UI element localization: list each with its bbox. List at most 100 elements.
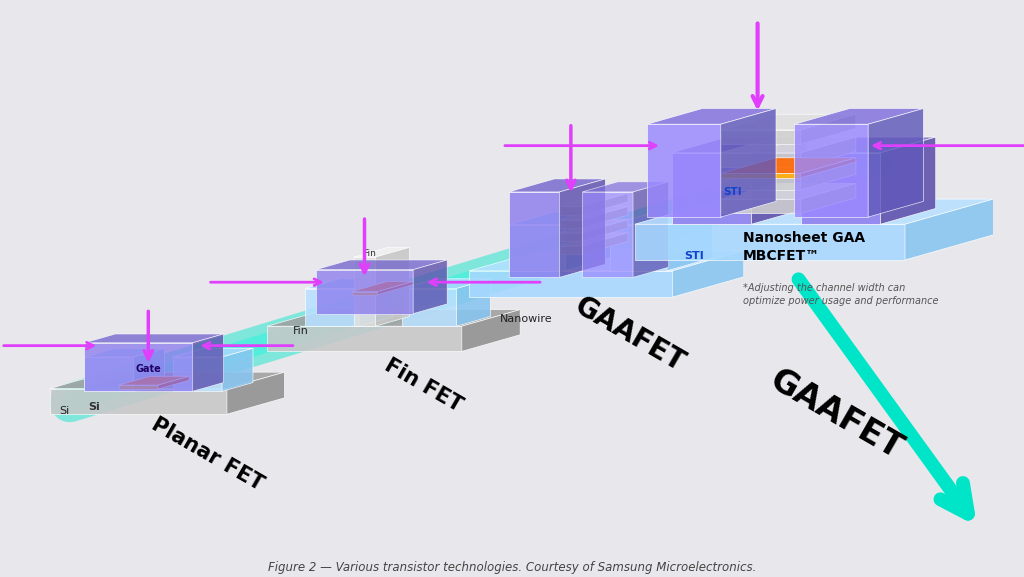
Polygon shape: [84, 349, 165, 357]
Text: Fin: Fin: [364, 249, 377, 258]
Polygon shape: [559, 219, 583, 228]
Polygon shape: [559, 233, 628, 246]
Polygon shape: [565, 212, 611, 271]
Polygon shape: [305, 279, 393, 288]
Polygon shape: [647, 124, 721, 217]
Text: STI: STI: [724, 187, 742, 197]
Polygon shape: [193, 334, 223, 391]
Polygon shape: [376, 248, 410, 326]
Polygon shape: [457, 279, 490, 326]
Polygon shape: [672, 137, 807, 153]
Polygon shape: [227, 372, 285, 414]
Polygon shape: [583, 193, 628, 215]
Polygon shape: [801, 160, 856, 190]
Polygon shape: [158, 376, 189, 389]
Polygon shape: [583, 220, 628, 241]
Polygon shape: [84, 343, 193, 391]
Polygon shape: [721, 137, 856, 153]
Polygon shape: [721, 199, 801, 213]
Polygon shape: [610, 212, 713, 225]
Polygon shape: [119, 385, 158, 389]
Text: Gate: Gate: [135, 364, 161, 373]
Polygon shape: [222, 349, 253, 391]
Polygon shape: [559, 207, 628, 219]
Polygon shape: [119, 376, 189, 385]
Text: *Adjusting the channel width can
optimize power usage and performance: *Adjusting the channel width can optimiz…: [742, 283, 938, 306]
Polygon shape: [351, 282, 414, 291]
Polygon shape: [267, 310, 520, 326]
Polygon shape: [667, 212, 713, 271]
Text: Si: Si: [88, 402, 100, 413]
Polygon shape: [721, 130, 801, 144]
Text: Fin: Fin: [293, 325, 308, 336]
Polygon shape: [305, 288, 359, 326]
Polygon shape: [84, 357, 133, 391]
Polygon shape: [721, 160, 856, 175]
Polygon shape: [359, 279, 393, 326]
Polygon shape: [509, 192, 559, 278]
Polygon shape: [509, 179, 605, 192]
Polygon shape: [50, 372, 285, 388]
Polygon shape: [795, 124, 868, 217]
Text: GAAFET: GAAFET: [569, 291, 690, 377]
Polygon shape: [173, 349, 253, 357]
Polygon shape: [559, 220, 628, 233]
Polygon shape: [721, 108, 776, 217]
Text: Figure 2 — Various transistor technologies. Courtesy of Samsung Microelectronics: Figure 2 — Various transistor technologi…: [268, 561, 756, 574]
Text: GAAFET: GAAFET: [764, 363, 908, 466]
Polygon shape: [559, 233, 583, 241]
Polygon shape: [905, 199, 993, 260]
Polygon shape: [610, 225, 667, 271]
Polygon shape: [559, 207, 583, 215]
Text: Nanowire: Nanowire: [501, 314, 553, 324]
Polygon shape: [413, 260, 447, 314]
Polygon shape: [635, 199, 993, 224]
Polygon shape: [721, 114, 856, 130]
Polygon shape: [50, 388, 227, 414]
Polygon shape: [469, 271, 673, 297]
Polygon shape: [801, 153, 881, 224]
Polygon shape: [721, 174, 801, 178]
Text: Planar FET: Planar FET: [147, 414, 266, 494]
Polygon shape: [353, 248, 410, 257]
Polygon shape: [752, 137, 807, 224]
Polygon shape: [559, 179, 605, 278]
Polygon shape: [801, 183, 856, 213]
Polygon shape: [801, 137, 856, 167]
Polygon shape: [559, 246, 583, 254]
Polygon shape: [801, 114, 856, 144]
Polygon shape: [721, 158, 856, 174]
Polygon shape: [402, 288, 457, 326]
Polygon shape: [583, 182, 669, 192]
Polygon shape: [173, 357, 222, 391]
Text: Si: Si: [59, 406, 70, 415]
Polygon shape: [353, 257, 376, 326]
Polygon shape: [583, 192, 633, 278]
Polygon shape: [635, 224, 905, 260]
Polygon shape: [721, 175, 801, 190]
Polygon shape: [267, 326, 462, 351]
Polygon shape: [84, 334, 223, 343]
Polygon shape: [315, 260, 447, 269]
Polygon shape: [469, 250, 743, 271]
Polygon shape: [583, 207, 628, 228]
Polygon shape: [402, 279, 490, 288]
Polygon shape: [868, 108, 924, 217]
Polygon shape: [633, 182, 669, 278]
Polygon shape: [509, 212, 611, 225]
Polygon shape: [881, 137, 936, 224]
Polygon shape: [462, 310, 520, 351]
Polygon shape: [315, 269, 413, 314]
Polygon shape: [559, 193, 628, 207]
Polygon shape: [672, 153, 752, 224]
Text: Fin FET: Fin FET: [381, 355, 466, 416]
Polygon shape: [801, 158, 856, 178]
Polygon shape: [378, 282, 414, 295]
Text: Nanosheet GAA
MBCFET™: Nanosheet GAA MBCFET™: [742, 231, 865, 263]
Polygon shape: [721, 153, 801, 167]
Polygon shape: [721, 183, 856, 199]
Polygon shape: [509, 225, 565, 271]
Polygon shape: [133, 349, 165, 391]
Polygon shape: [795, 108, 924, 124]
Polygon shape: [583, 233, 628, 254]
